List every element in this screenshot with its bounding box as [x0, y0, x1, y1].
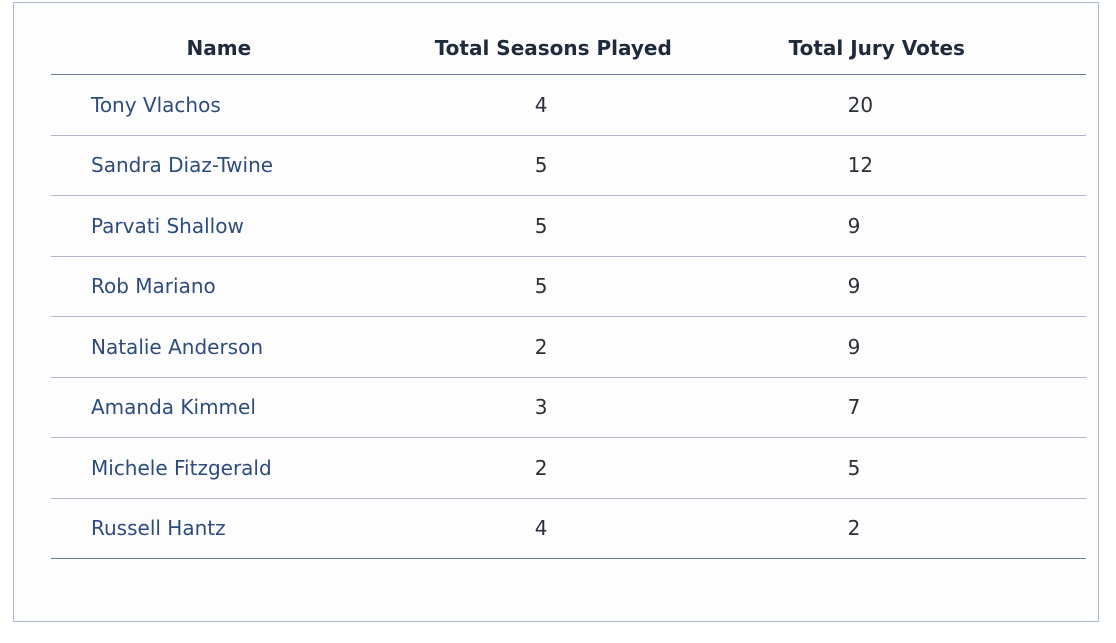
cell-seasons: 3 [386, 377, 709, 438]
table-header: Name Total Seasons Played Total Jury Vot… [51, 21, 1086, 75]
table-row: Sandra Diaz-Twine 5 12 [51, 135, 1086, 196]
cell-votes: 2 [708, 498, 1086, 559]
table-row: Rob Mariano 5 9 [51, 256, 1086, 317]
cell-name: Amanda Kimmel [51, 377, 387, 438]
cell-seasons: 4 [386, 498, 709, 559]
cell-name: Natalie Anderson [51, 316, 387, 378]
table-row: Parvati Shallow 5 9 [51, 195, 1086, 257]
cell-seasons: 5 [386, 195, 709, 257]
table-row: Natalie Anderson 2 9 [51, 316, 1086, 378]
header-votes: Total Jury Votes [708, 21, 1086, 75]
cell-name: Russell Hantz [51, 498, 387, 559]
cell-name: Sandra Diaz-Twine [51, 135, 387, 196]
cell-seasons: 4 [386, 74, 709, 136]
cell-name: Tony Vlachos [51, 74, 387, 136]
header-seasons: Total Seasons Played [386, 21, 709, 75]
cell-votes: 9 [708, 256, 1086, 317]
cell-votes: 9 [708, 195, 1086, 257]
cell-seasons: 5 [386, 256, 709, 317]
jury-votes-table: Name Total Seasons Played Total Jury Vot… [51, 21, 1086, 559]
cell-votes: 20 [708, 74, 1086, 136]
header-row: Name Total Seasons Played Total Jury Vot… [51, 21, 1086, 75]
cell-seasons: 5 [386, 135, 709, 196]
cell-name: Parvati Shallow [51, 195, 387, 257]
table-body: Tony Vlachos 4 20 Sandra Diaz-Twine 5 12… [51, 74, 1086, 559]
cell-seasons: 2 [386, 437, 709, 499]
cell-votes: 7 [708, 377, 1086, 438]
cell-votes: 5 [708, 437, 1086, 499]
cell-votes: 12 [708, 135, 1086, 196]
table-frame: Name Total Seasons Played Total Jury Vot… [13, 2, 1099, 622]
table-row: Michele Fitzgerald 2 5 [51, 437, 1086, 499]
header-name: Name [51, 21, 387, 75]
table-row: Amanda Kimmel 3 7 [51, 377, 1086, 438]
cell-votes: 9 [708, 316, 1086, 378]
cell-name: Rob Mariano [51, 256, 387, 317]
table-row: Russell Hantz 4 2 [51, 498, 1086, 559]
cell-seasons: 2 [386, 316, 709, 378]
cell-name: Michele Fitzgerald [51, 437, 387, 499]
table-row: Tony Vlachos 4 20 [51, 74, 1086, 136]
